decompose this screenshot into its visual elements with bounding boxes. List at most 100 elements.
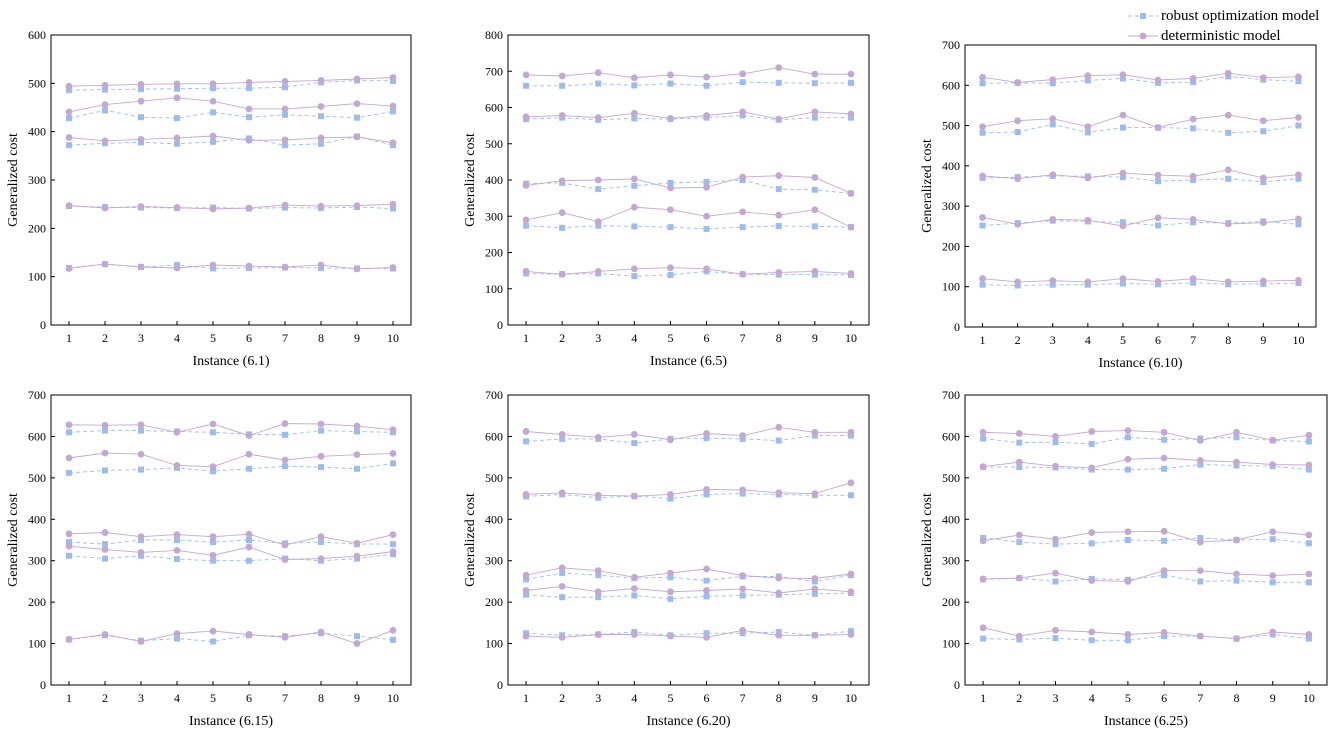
data-point-robust	[246, 537, 252, 543]
data-point-deterministic	[245, 204, 253, 212]
data-point-robust	[102, 427, 108, 434]
data-point-robust	[66, 429, 72, 436]
data-point-robust	[246, 85, 252, 92]
data-point-deterministic	[209, 551, 217, 559]
data-point-robust	[703, 577, 710, 584]
data-point-deterministic	[317, 533, 325, 541]
plot-frame	[507, 394, 870, 686]
x-tick-label: 4	[1089, 691, 1095, 705]
x-tick-label: 4	[631, 331, 637, 345]
series-line-robust	[68, 79, 394, 91]
series-line-robust	[525, 493, 851, 500]
data-point-robust	[210, 429, 216, 436]
data-point-robust	[667, 595, 674, 602]
series-line-deterministic	[983, 570, 1309, 582]
y-tick-label: 200	[28, 221, 46, 235]
data-point-deterministic	[137, 533, 145, 541]
x-tick-label: 2	[559, 691, 565, 705]
data-point-deterministic	[65, 108, 73, 116]
data-point-deterministic	[811, 490, 819, 497]
chart-panel-4: 0 100 200 300 400 500 600 700 1 2 3 4 5 6 7 8 9 10 Instanc…	[6, 388, 412, 729]
data-point-deterministic	[1305, 461, 1313, 469]
y-tick-label: 100	[485, 282, 503, 296]
data-point-robust	[667, 224, 674, 231]
data-point-deterministic	[979, 624, 987, 632]
data-point-deterministic	[703, 73, 710, 81]
y-tick-label: 500	[485, 471, 503, 485]
data-point-deterministic	[775, 64, 783, 72]
x-axis-label: Instance (6.5)	[650, 354, 727, 369]
data-point-deterministic	[1154, 76, 1162, 84]
data-point-deterministic	[979, 537, 987, 545]
x-tick-label: 2	[559, 331, 565, 345]
data-point-robust	[1088, 440, 1095, 447]
y-tick-label: 100	[942, 637, 960, 651]
data-point-deterministic	[979, 214, 986, 221]
data-point-robust	[559, 224, 566, 231]
y-tick-label: 0	[40, 318, 46, 332]
data-point-deterministic	[1084, 174, 1092, 182]
series-line-deterministic	[525, 175, 852, 194]
y-tick-label: 100	[28, 270, 46, 284]
data-point-deterministic	[1189, 172, 1197, 180]
series-line-deterministic	[982, 278, 1299, 283]
data-point-deterministic	[1154, 278, 1162, 285]
data-point-deterministic	[389, 74, 397, 81]
data-point-deterministic	[1259, 174, 1267, 182]
data-point-robust	[210, 557, 216, 564]
data-point-robust	[318, 113, 324, 120]
data-point-robust	[282, 111, 288, 118]
data-point-robust	[595, 80, 602, 87]
chart-panel-5: 0 100 200 300 400 500 600 700 1 2 3 4 5 6 7 8 9 10 Instanc…	[463, 388, 870, 729]
data-point-deterministic	[353, 552, 361, 560]
x-tick-label: 1	[66, 331, 72, 345]
series-line-deterministic	[525, 482, 852, 497]
data-point-deterministic	[558, 564, 566, 572]
data-point-robust	[1124, 537, 1131, 543]
data-point-robust	[390, 541, 396, 548]
y-tick-label: 200	[942, 239, 960, 253]
plot-frame	[964, 394, 1328, 686]
data-point-deterministic	[775, 211, 783, 219]
data-point-robust	[102, 555, 108, 562]
data-point-deterministic	[1259, 117, 1267, 125]
data-point-deterministic	[281, 201, 289, 209]
data-point-deterministic	[281, 556, 289, 563]
data-point-deterministic	[317, 77, 325, 84]
data-point-robust	[246, 114, 252, 121]
data-point-deterministic	[1196, 567, 1204, 575]
y-axis-label: Generalized cost	[920, 493, 935, 587]
data-point-robust	[595, 222, 602, 229]
data-point-deterministic	[594, 433, 602, 441]
data-point-deterministic	[1049, 171, 1057, 179]
data-point-deterministic	[703, 265, 710, 273]
x-tick-label: 9	[354, 691, 360, 705]
x-tick-label: 3	[595, 691, 601, 705]
data-point-robust	[102, 86, 108, 93]
data-point-robust	[354, 465, 360, 472]
data-point-robust	[1197, 578, 1204, 585]
data-point-deterministic	[101, 631, 109, 638]
data-point-deterministic	[281, 541, 289, 549]
x-tick-label: 2	[102, 691, 108, 705]
data-point-deterministic	[1015, 531, 1023, 539]
data-point-deterministic	[1052, 462, 1059, 470]
series-line-deterministic	[982, 627, 1309, 640]
chart-panel-3: 0 100 200 300 400 500 600 700 1 2 3 4 5 6 7 8 9 10 Instanc…	[920, 38, 1317, 371]
data-point-robust	[631, 115, 638, 122]
series-line-deterministic	[68, 77, 394, 87]
data-point-robust	[703, 225, 710, 232]
y-tick-label: 600	[942, 78, 960, 92]
series-line-deterministic	[525, 629, 851, 638]
data-point-deterministic	[847, 70, 855, 78]
data-point-deterministic	[522, 113, 530, 121]
data-point-deterministic	[65, 542, 73, 550]
series-line-robust	[525, 630, 851, 636]
x-tick-label: 9	[1270, 691, 1276, 705]
data-point-deterministic	[1196, 437, 1204, 444]
series-line-deterministic	[68, 423, 394, 437]
data-point-deterministic	[1015, 574, 1023, 582]
data-point-robust	[595, 572, 602, 579]
data-point-robust	[1119, 124, 1126, 131]
data-point-robust	[523, 591, 530, 598]
